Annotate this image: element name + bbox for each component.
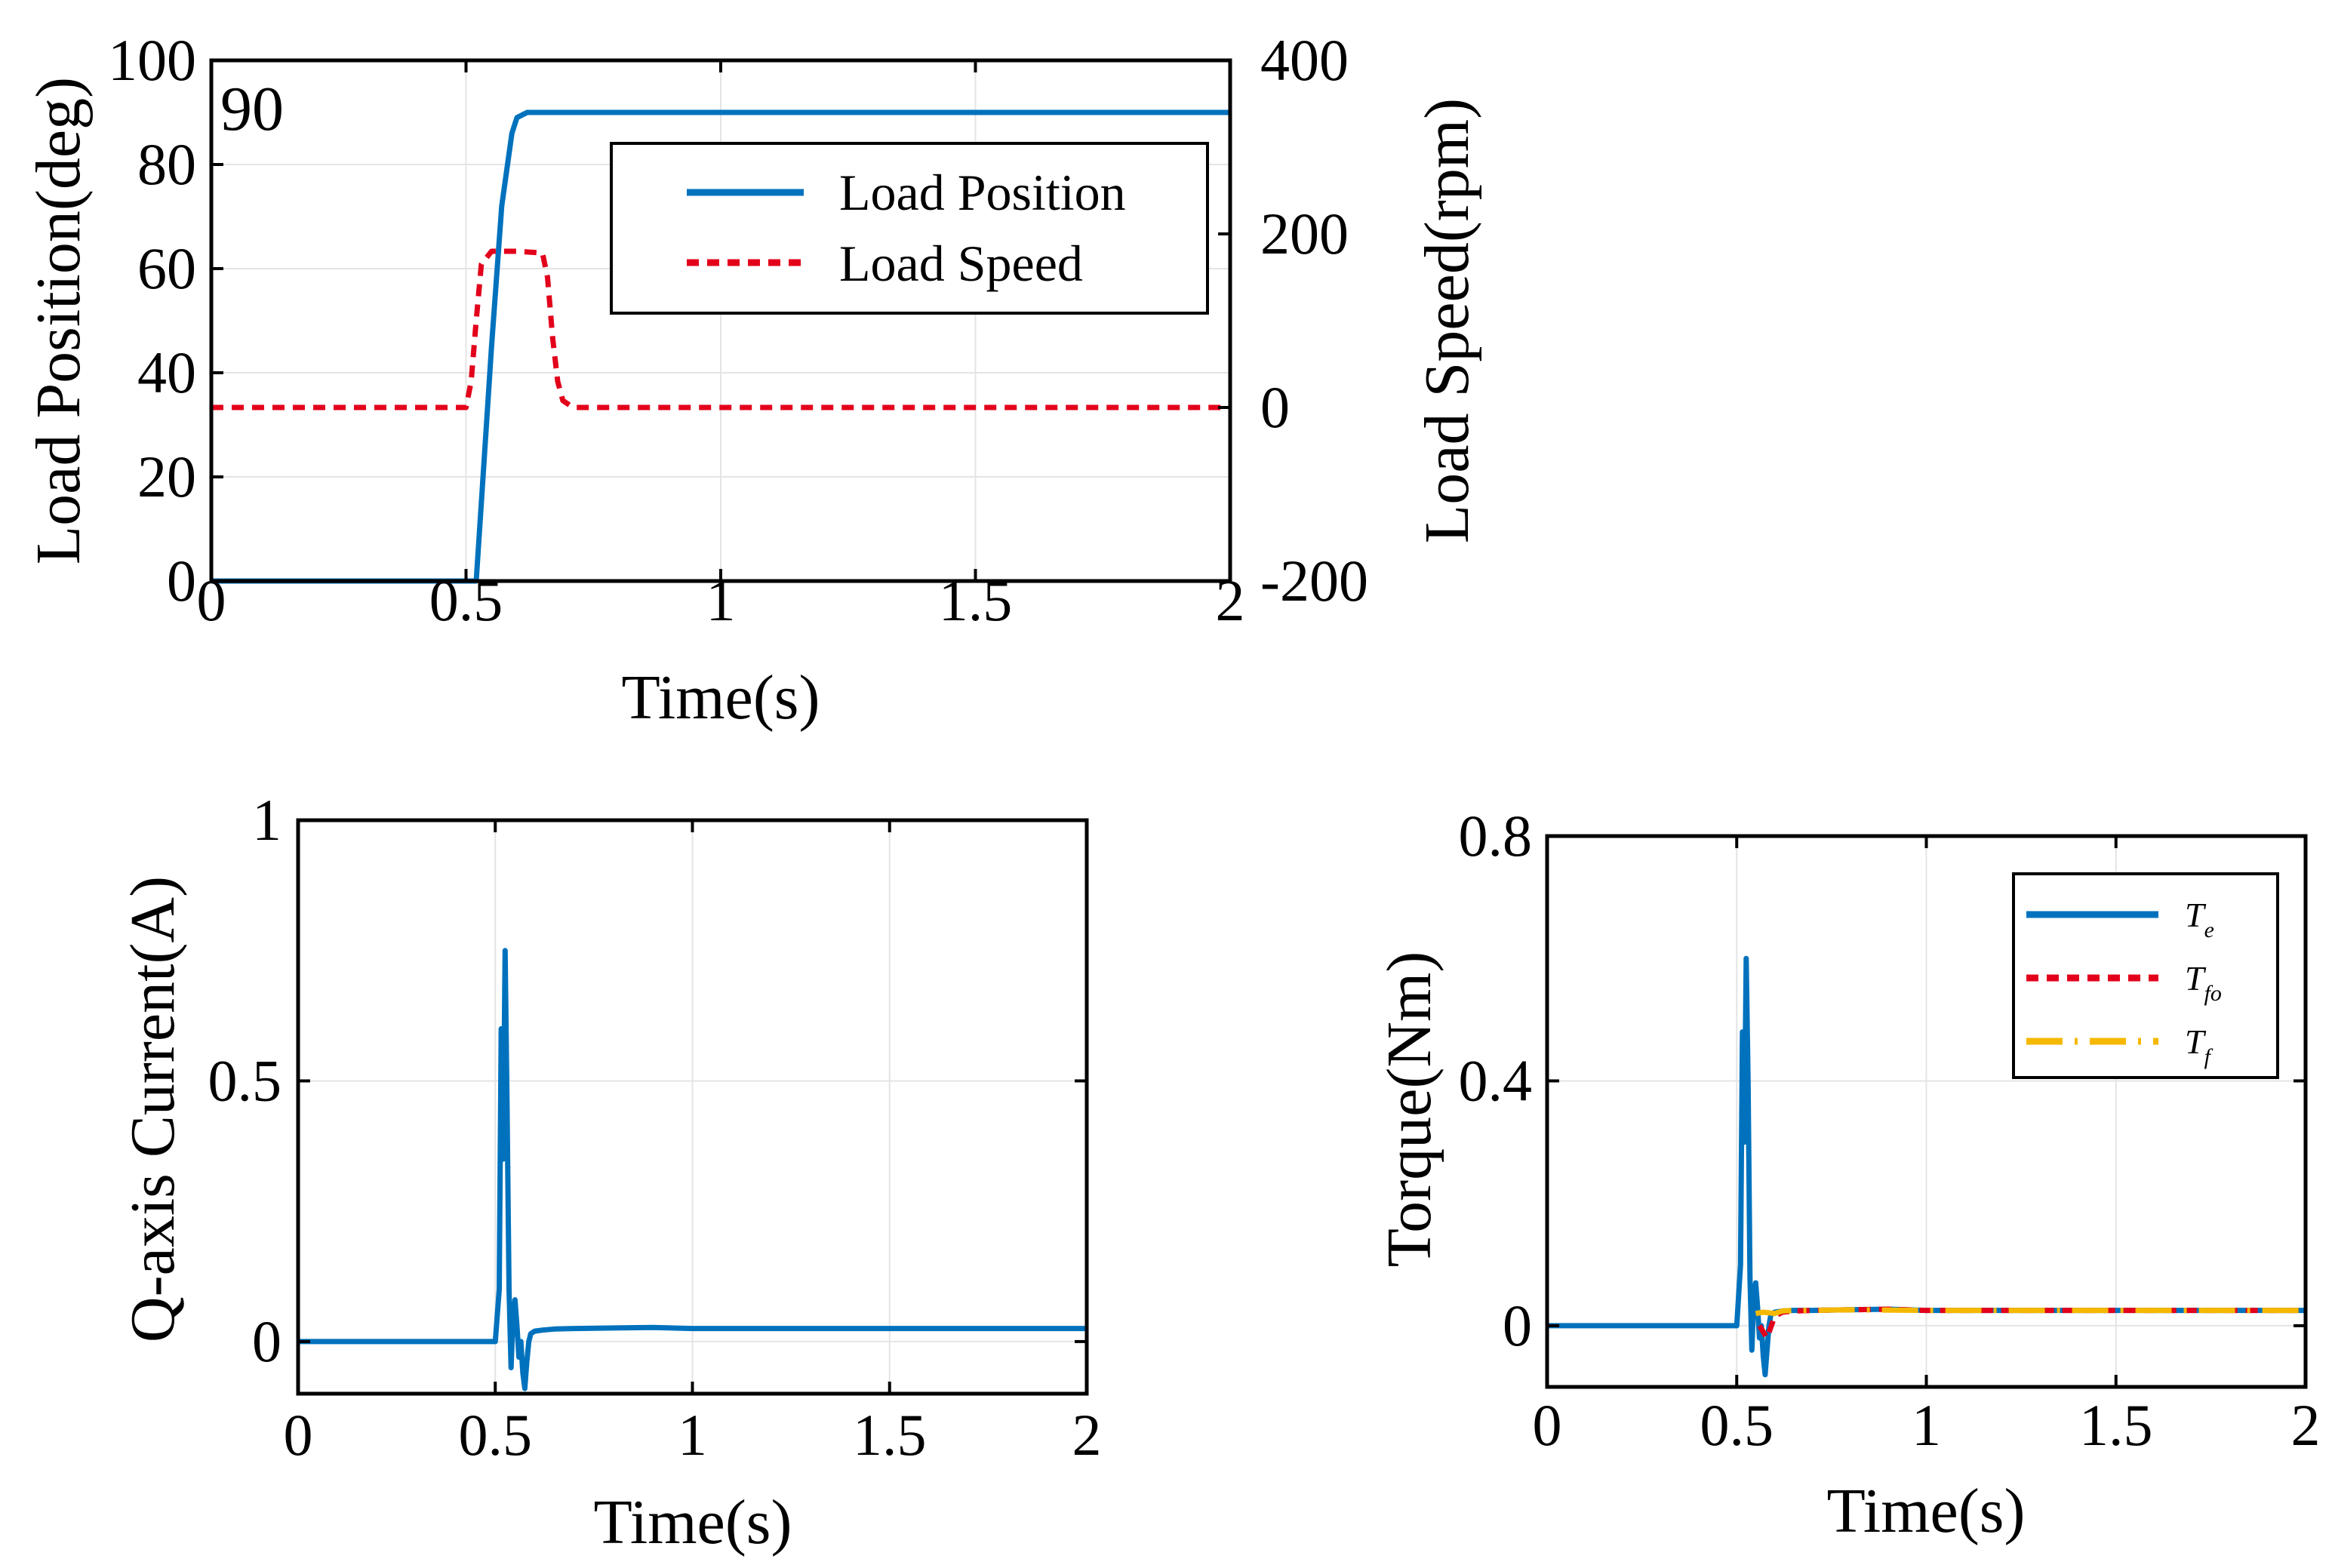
y-tick-label: 0 xyxy=(1503,1293,1532,1358)
x-tick-label: 2 xyxy=(1072,1402,1102,1468)
legend-label-tfo: Tfo xyxy=(2185,959,2222,1006)
y-tick-label: 0 xyxy=(252,1308,281,1374)
series-lines xyxy=(298,948,1087,1391)
x-tick-label: 0 xyxy=(1533,1392,1562,1458)
tick-marks xyxy=(1546,835,2307,1387)
y-tick-label: 100 xyxy=(108,27,196,93)
x-tick-label: 0 xyxy=(197,567,226,633)
tick-labels: 0 0.5 1 1.5 2 0 0.4 0.8 xyxy=(1459,803,2321,1458)
y-tick-label: 20 xyxy=(137,444,196,509)
q-axis-current-chart: 0 0.5 1 1.5 2 0 0.5 1 Time(s) Q-axis Current(A) xyxy=(118,787,1102,1557)
y-tick-label: 0.5 xyxy=(208,1047,282,1113)
tick-labels: 0 0.5 1 1.5 2 0 0.5 1 xyxy=(208,787,1102,1468)
series-line-tf xyxy=(1755,1307,2306,1317)
x-axis-label: Time(s) xyxy=(1827,1476,2026,1546)
tick-marks xyxy=(297,819,1088,1394)
y-tick-label: 0 xyxy=(167,548,196,613)
x-tick-label: 1.5 xyxy=(2079,1392,2153,1458)
x-tick-label: 2 xyxy=(1216,567,1245,633)
series-lines xyxy=(1547,955,2306,1378)
y-tick-label: 1 xyxy=(252,787,281,853)
y-axis-label: Q-axis Current(A) xyxy=(118,876,188,1342)
y2-axis-label: Load Speed(rpm) xyxy=(1412,98,1482,543)
legend-label-te: Te xyxy=(2185,896,2214,942)
y2-tick-label: 400 xyxy=(1260,27,1349,93)
x-tick-label: 0 xyxy=(284,1402,313,1468)
x-axis-label: Time(s) xyxy=(622,663,820,733)
tick-marks xyxy=(210,59,1232,583)
series-lines xyxy=(211,109,1230,584)
series-line-tfo xyxy=(1757,1306,2306,1341)
series-line-load-position xyxy=(211,109,1230,584)
x-tick-label: 0.5 xyxy=(459,1402,533,1468)
y-tick-label: 0.4 xyxy=(1459,1047,1533,1113)
x-tick-label: 1 xyxy=(1912,1392,1941,1458)
y-axis-label: Load Position(deg) xyxy=(23,77,94,564)
annotation-90: 90 xyxy=(220,74,284,144)
y2-tick-label: 200 xyxy=(1260,201,1349,266)
legend: Load Position Load Speed xyxy=(610,142,1209,315)
legend-label-load-speed: Load Speed xyxy=(839,235,1083,292)
x-tick-label: 1.5 xyxy=(939,567,1013,633)
y-tick-label: 0.8 xyxy=(1459,803,1533,869)
x-axis-label: Time(s) xyxy=(594,1487,792,1557)
legend-label-load-position: Load Position xyxy=(839,164,1126,221)
y-tick-label: 80 xyxy=(137,131,196,197)
series-line xyxy=(298,948,1087,1391)
x-tick-label: 0.5 xyxy=(429,567,503,633)
y2-tick-label: -200 xyxy=(1260,548,1368,613)
x-tick-label: 2 xyxy=(2291,1392,2321,1458)
y-axis-label: Torque(Nm) xyxy=(1374,952,1444,1268)
y2-tick-label: 0 xyxy=(1260,374,1290,440)
x-tick-label: 1.5 xyxy=(853,1402,927,1468)
torque-chart: 0 0.5 1 1.5 2 0 0.4 0.8 Time(s) Torque(Nm) Te T… xyxy=(1374,803,2321,1546)
x-tick-label: 0.5 xyxy=(1700,1392,1774,1458)
x-tick-label: 1 xyxy=(678,1402,707,1468)
y-tick-label: 40 xyxy=(137,340,196,405)
y-tick-label: 60 xyxy=(137,235,196,301)
legend: Te Tfo Tf xyxy=(2012,872,2279,1079)
legend-box xyxy=(610,142,1209,315)
x-tick-label: 1 xyxy=(706,567,736,633)
